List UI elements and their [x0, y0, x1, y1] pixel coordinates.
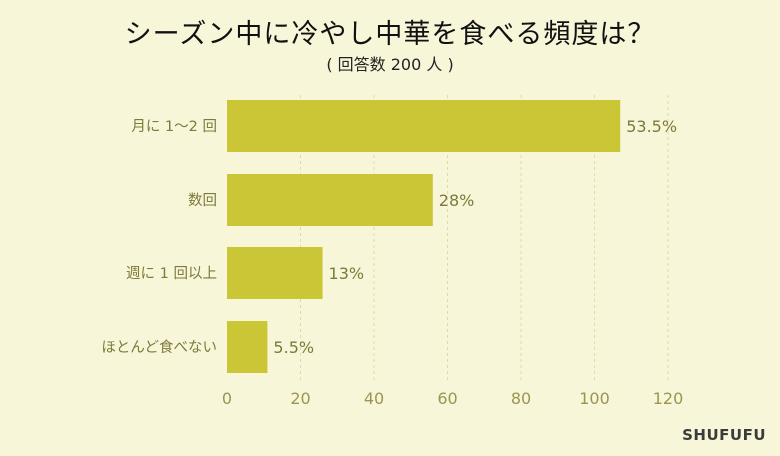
- x-tick-label: 0: [222, 389, 232, 408]
- value-label: 53.5%: [626, 117, 677, 136]
- brand-logo: SHUFUFU: [682, 426, 766, 444]
- category-label: 月に 1～2 回: [131, 118, 217, 135]
- category-label: ほとんど食べない: [101, 339, 217, 356]
- bar: [227, 321, 268, 373]
- category-label: 数回: [188, 192, 217, 209]
- value-label: 13%: [329, 264, 365, 283]
- x-tick-label: 60: [437, 389, 457, 408]
- chart-subtitle: ( 回答数 200 人 ): [326, 55, 454, 74]
- bar: [227, 174, 433, 226]
- category-label: 週に 1 回以上: [126, 265, 217, 282]
- x-tick-label: 80: [511, 389, 531, 408]
- value-label: 5.5%: [273, 338, 314, 357]
- bar: [227, 247, 323, 299]
- x-tick-label: 20: [290, 389, 310, 408]
- value-label: 28%: [439, 191, 475, 210]
- x-tick-label: 120: [653, 389, 684, 408]
- x-tick-label: 40: [364, 389, 384, 408]
- bar: [227, 100, 621, 152]
- chart-title: シーズン中に冷やし中華を食べる頻度は？: [124, 19, 656, 50]
- x-tick-label: 100: [579, 389, 610, 408]
